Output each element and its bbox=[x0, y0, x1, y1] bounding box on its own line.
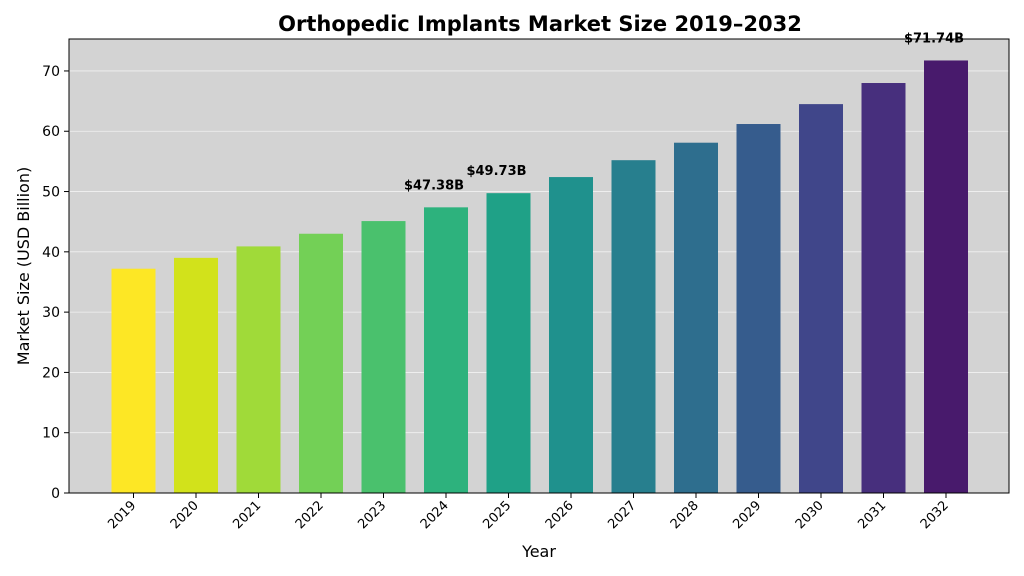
bar-2025 bbox=[486, 193, 531, 494]
bar-2030 bbox=[799, 104, 843, 493]
y-axis-label: Market Size (USD Billion) bbox=[14, 167, 33, 365]
x-tick-label-2024: 2024 bbox=[418, 498, 452, 532]
x-tick-label-2029: 2029 bbox=[730, 498, 764, 532]
y-tick-label: 10 bbox=[42, 426, 60, 442]
bar-2022 bbox=[299, 233, 343, 493]
bar-2032 bbox=[924, 60, 968, 493]
y-tick-label: 40 bbox=[42, 245, 60, 261]
bar-2023 bbox=[361, 221, 406, 493]
bar-2031 bbox=[861, 83, 906, 494]
x-tick-label-2021: 2021 bbox=[230, 498, 264, 532]
y-tick-label: 20 bbox=[42, 365, 60, 381]
x-tick-label-2031: 2031 bbox=[855, 498, 889, 532]
x-tick-label-2026: 2026 bbox=[543, 498, 577, 532]
bar-2020 bbox=[174, 257, 218, 493]
y-tick-label: 60 bbox=[42, 124, 60, 140]
x-axis-label: Year bbox=[521, 542, 556, 561]
x-tick-label-2030: 2030 bbox=[793, 498, 827, 532]
bar-2028 bbox=[674, 142, 718, 494]
x-tick-label-2020: 2020 bbox=[168, 498, 202, 532]
plot-area bbox=[69, 39, 1009, 493]
data-label-2025: $49.73B bbox=[466, 164, 526, 179]
x-tick-label-2025: 2025 bbox=[480, 498, 514, 532]
bar-2029 bbox=[736, 124, 781, 493]
bar-2026 bbox=[549, 177, 593, 493]
axes bbox=[68, 38, 1010, 494]
bars bbox=[111, 60, 968, 494]
chart-title: Orthopedic Implants Market Size 2019–203… bbox=[278, 12, 802, 36]
x-tick-label-2019: 2019 bbox=[105, 498, 139, 532]
bar-2021 bbox=[236, 246, 281, 493]
data-label-2024: $47.38B bbox=[404, 178, 464, 193]
x-tick-label-2023: 2023 bbox=[355, 498, 389, 532]
bar-2027 bbox=[611, 160, 656, 493]
bar-2024 bbox=[424, 207, 468, 493]
x-tick-label-2027: 2027 bbox=[605, 498, 639, 532]
y-axis-ticks: 0 10 20 30 40 50 60 70 bbox=[42, 64, 69, 502]
x-tick-label-2032: 2032 bbox=[918, 498, 952, 532]
x-tick-label-2022: 2022 bbox=[293, 498, 327, 532]
y-tick-label: 0 bbox=[51, 486, 60, 502]
x-tick-label-2028: 2028 bbox=[668, 498, 702, 532]
bar-2019 bbox=[111, 268, 156, 493]
x-axis-ticks: 2019 2020 2021 2022 2023 2024 2025 2026 2027 2028… bbox=[105, 493, 952, 532]
y-tick-label: 70 bbox=[42, 64, 60, 80]
y-tick-label: 30 bbox=[42, 305, 60, 321]
y-tick-label: 50 bbox=[42, 185, 60, 201]
axes-frame bbox=[68, 38, 1010, 494]
